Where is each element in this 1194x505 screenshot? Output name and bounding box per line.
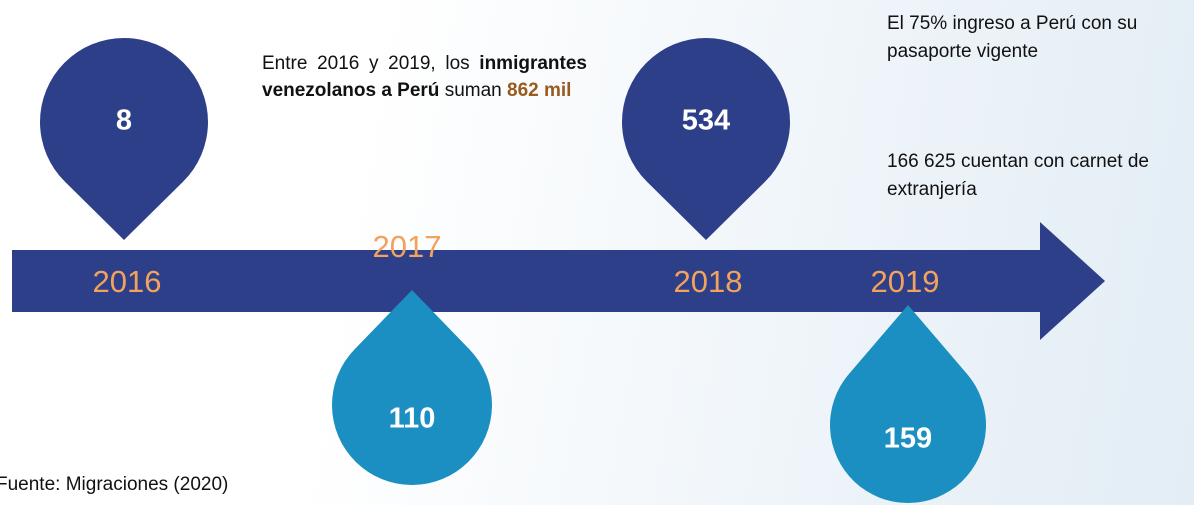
drop-value: 110	[389, 403, 436, 435]
summary-text: Entre 2016 y 2019, los inmigrantes venez…	[262, 50, 587, 104]
year-label: 2016	[93, 264, 162, 299]
summary-part: suman	[444, 80, 502, 101]
summary-bold: inmigrantes venezolanos a Perú	[262, 53, 587, 101]
year-label: 2019	[871, 264, 940, 299]
drop	[40, 38, 209, 240]
note: El 75% ingreso a Perú con su pasaporte v…	[887, 13, 1138, 62]
summary-part: Entre 2016 y 2019, los	[262, 53, 470, 74]
note: 166 625 cuentan con carnet de extranjerí…	[887, 151, 1149, 200]
drop-value: 159	[884, 423, 932, 455]
timeline-arrow	[12, 222, 1105, 340]
drop-value: 8	[116, 105, 132, 137]
summary-highlight: 862 mil	[507, 80, 572, 101]
drop-value: 534	[682, 105, 730, 137]
year-label: 2018	[674, 264, 743, 299]
drop	[622, 38, 791, 241]
source: Fuente: Migraciones (2020)	[0, 474, 229, 495]
year-label: 2017	[373, 229, 442, 264]
drop	[829, 305, 987, 504]
drop	[332, 290, 492, 486]
